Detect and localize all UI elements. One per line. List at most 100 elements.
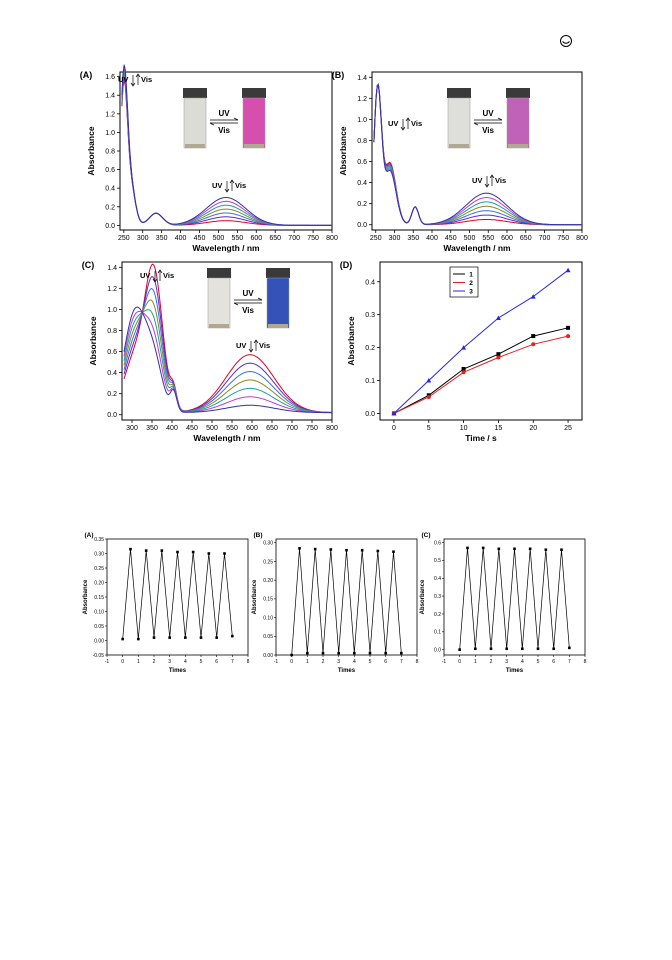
y-tick-label: 0.2 xyxy=(107,391,117,398)
x-tick-label: 350 xyxy=(407,235,419,242)
y-tick-label: 1.2 xyxy=(107,286,117,293)
data-point xyxy=(199,636,203,639)
arrow-up-icon xyxy=(253,339,259,344)
y-axis-label: Absorbance xyxy=(83,579,89,614)
y-tick-label: 0.6 xyxy=(105,167,115,174)
x-tick-label: 1 xyxy=(474,659,477,665)
data-point xyxy=(426,378,432,383)
x-tick-label: -1 xyxy=(442,659,447,665)
annotation-vis: Vis xyxy=(411,119,422,128)
data-point xyxy=(458,648,461,651)
spectrum-curve xyxy=(123,309,332,414)
y-axis-label: Absorbance xyxy=(346,316,356,365)
plot-frame xyxy=(371,71,583,231)
data-point xyxy=(290,653,293,657)
data-point xyxy=(566,334,571,339)
y-tick-label: 0.00 xyxy=(263,653,273,659)
x-tick-label: 2 xyxy=(322,659,325,665)
data-point xyxy=(466,546,469,550)
x-tick-label: 0 xyxy=(458,659,461,665)
x-tick-label: 8 xyxy=(416,659,419,665)
vial-bottom xyxy=(244,144,264,148)
x-axis-label: Times xyxy=(338,668,356,674)
data-point xyxy=(353,651,356,655)
panel-label: (A) xyxy=(84,532,93,539)
vial-cap xyxy=(242,88,266,98)
data-point xyxy=(552,647,555,651)
x-tick-label: 800 xyxy=(326,425,338,432)
x-tick-label: 650 xyxy=(269,235,281,242)
data-point xyxy=(566,325,571,330)
inset-uv-label: UV xyxy=(218,109,230,118)
data-point xyxy=(489,647,493,651)
x-tick-label: 550 xyxy=(482,235,494,242)
x-tick-label: 5 xyxy=(200,659,203,665)
y-tick-label: 0.10 xyxy=(263,615,273,621)
data-point xyxy=(391,410,397,416)
y-tick-label: 0.8 xyxy=(357,138,367,145)
x-tick-label: 15 xyxy=(495,425,503,432)
x-tick-label: 1 xyxy=(306,659,309,665)
x-tick-label: 500 xyxy=(213,235,225,242)
vial-bottom xyxy=(209,324,229,328)
plot-frame xyxy=(121,261,333,421)
x-tick-label: 0 xyxy=(121,659,124,665)
data-point xyxy=(306,651,309,655)
y-tick-label: 1.0 xyxy=(105,130,115,137)
data-point xyxy=(461,345,467,350)
annotation-uv: UV xyxy=(140,271,150,280)
annotation-vis: Vis xyxy=(259,341,270,350)
y-tick-label: 0.25 xyxy=(94,566,104,572)
data-point xyxy=(481,546,485,550)
x-tick-label: 650 xyxy=(520,235,532,242)
y-tick-label: 0.25 xyxy=(263,559,273,565)
data-point xyxy=(426,394,431,399)
arrow-down-icon xyxy=(224,188,230,193)
data-point xyxy=(495,315,501,320)
data-point xyxy=(496,355,501,360)
spectrum-curve xyxy=(123,287,332,413)
annotation-uv: UV xyxy=(212,181,222,190)
data-point xyxy=(168,636,171,639)
x-axis-label: Times xyxy=(506,668,524,674)
panel-label: (B) xyxy=(332,70,345,80)
x-tick-label: 600 xyxy=(246,425,258,432)
data-point xyxy=(160,549,164,552)
x-axis-label: Wavelength / nm xyxy=(443,243,511,253)
data-point xyxy=(207,552,211,555)
y-tick-label: 0.2 xyxy=(357,201,367,208)
inset-uv-label: UV xyxy=(242,289,254,298)
y-axis-label: Absorbance xyxy=(86,126,96,175)
x-tick-label: 700 xyxy=(288,235,300,242)
data-point xyxy=(461,366,466,371)
x-tick-label: 650 xyxy=(266,425,278,432)
x-tick-label: 10 xyxy=(460,425,468,432)
y-tick-label: 0.15 xyxy=(94,595,104,601)
data-point xyxy=(521,647,524,651)
x-tick-label: 7 xyxy=(568,659,571,665)
chart-panel-3: 0 5 10 15 20 25 0.0 0.1 0.2 0.3 0.4 Time / s Absorba… xyxy=(340,260,583,443)
arrow-up-icon xyxy=(405,117,411,122)
y-tick-label: 1.0 xyxy=(107,307,117,314)
inset-vis-label: Vis xyxy=(482,126,494,135)
arrow-down-icon xyxy=(152,278,158,283)
vial-body xyxy=(242,97,266,149)
x-tick-label: 25 xyxy=(564,425,572,432)
x-tick-label: 3 xyxy=(505,659,508,665)
x-tick-label: 450 xyxy=(445,235,457,242)
spectrum-curve xyxy=(121,69,332,226)
arrow-right-icon xyxy=(497,117,503,121)
vial-bottom xyxy=(185,144,205,148)
cycle-panel-2: -1 0 1 2 3 4 5 6 7 8 0.0 0.1 0.2 0.3 0.4 0.5 0.6 Times Abs… xyxy=(420,532,587,674)
y-tick-label: 0.2 xyxy=(365,345,375,352)
arrow-down-icon xyxy=(248,348,254,353)
y-tick-label: 0.4 xyxy=(107,370,117,377)
data-point xyxy=(496,352,501,357)
x-tick-label: 6 xyxy=(215,659,218,665)
cycle-panel-0: -1 0 1 2 3 4 5 6 7 8 -0.05 0.00 0.05 0.10 0.15 0.20 0.25… xyxy=(83,532,250,674)
spectrum-curve xyxy=(121,77,332,226)
data-point xyxy=(392,550,395,554)
x-axis-label: Times xyxy=(169,668,187,674)
data-point xyxy=(544,548,548,552)
annotation-uv: UV xyxy=(472,176,482,185)
